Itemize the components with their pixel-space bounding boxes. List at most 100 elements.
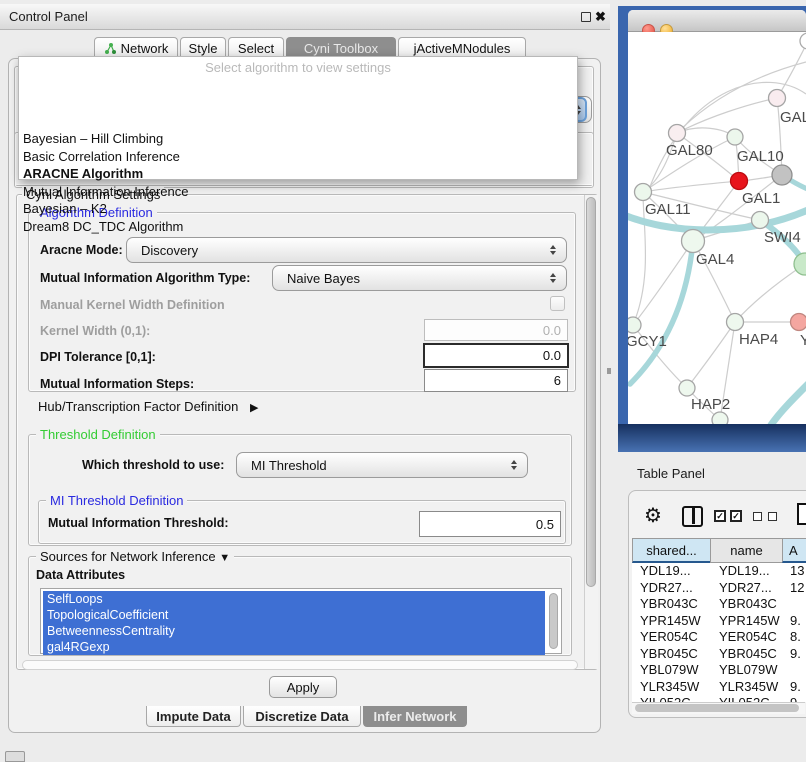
sources-title-toggle[interactable]: Sources for Network Inference ▼ xyxy=(36,549,235,564)
tab-cyni-toolbox[interactable]: Cyni Toolbox xyxy=(286,37,396,58)
control-panel-title: Control Panel xyxy=(9,9,88,24)
table-row[interactable]: YIL052CYIL052C9 xyxy=(632,695,806,702)
show-columns-icon[interactable] xyxy=(682,506,703,527)
mi-algorithm-type-label: Mutual Information Algorithm Type: xyxy=(40,271,251,285)
network-node[interactable] xyxy=(711,411,729,424)
node-label: HAP4 xyxy=(739,331,779,348)
network-node[interactable] xyxy=(678,379,696,397)
settings-scrollbar-track[interactable] xyxy=(584,195,598,669)
combo-stepper-icon xyxy=(505,460,523,470)
mi-threshold-label: Mutual Information Threshold: xyxy=(48,516,229,530)
table-row[interactable]: YBR045C YBR045C 9. xyxy=(640,645,801,661)
network-node-selected[interactable] xyxy=(729,171,749,191)
list-scrollbar-thumb[interactable] xyxy=(549,593,558,649)
kernel-width-field[interactable]: 0.0 xyxy=(424,319,568,341)
column-header-name[interactable]: name xyxy=(710,538,783,563)
dpi-tolerance-field[interactable]: 0.0 xyxy=(423,343,569,368)
deselect-all-checkbox-icon[interactable] xyxy=(753,512,762,521)
tab-impute-data[interactable]: Impute Data xyxy=(146,706,241,727)
network-node[interactable] xyxy=(793,252,806,276)
network-node[interactable] xyxy=(628,316,642,334)
node-label: GAL11 xyxy=(645,201,691,218)
table-row[interactable]: YBR043C YBR043C xyxy=(640,596,777,611)
algorithm-dropdown-popup: Select algorithm to view settings Bayesi… xyxy=(18,56,578,234)
algorithm-option-selected[interactable]: ARACNE Algorithm xyxy=(23,166,144,181)
network-node[interactable] xyxy=(799,32,806,50)
mi-algorithm-type-value: Naive Bayes xyxy=(287,270,360,286)
table-row[interactable]: YER054C YER054C 8. xyxy=(640,629,801,644)
which-threshold-value: MI Threshold xyxy=(251,457,327,473)
list-item[interactable]: BetweennessCentrality xyxy=(43,623,545,639)
tab-jactivemnodules[interactable]: jActiveMNodules xyxy=(398,37,526,58)
combo-stepper-icon xyxy=(544,245,562,255)
network-canvas[interactable]: GAL GAL80 GAL10 GAL1 GAL11 SWI4 GAL4 GCY… xyxy=(628,32,806,424)
mi-threshold-field[interactable]: 0.5 xyxy=(419,511,561,537)
node-label: GAL xyxy=(780,109,806,126)
network-frame-bottom xyxy=(618,424,806,452)
threshold-title: Threshold Definition xyxy=(36,427,160,442)
tab-style[interactable]: Style xyxy=(180,37,226,58)
table-row[interactable]: YPR145W YPR145W 9. xyxy=(640,612,801,628)
tab-infer-network[interactable]: Infer Network xyxy=(363,706,467,727)
which-threshold-combobox[interactable]: MI Threshold xyxy=(236,452,528,478)
apply-button[interactable]: Apply xyxy=(269,676,337,698)
network-node[interactable] xyxy=(767,88,787,108)
settings-scrollbar-thumb[interactable] xyxy=(586,197,596,587)
select-all-checkbox-icon[interactable]: ✓ xyxy=(730,510,742,522)
algorithm-option[interactable]: Bayesian – K2 xyxy=(23,201,107,216)
network-window-titlebar[interactable] xyxy=(628,10,806,37)
aracne-mode-combobox[interactable]: Discovery xyxy=(126,237,567,263)
select-all-checkbox-icon[interactable]: ✓ xyxy=(714,510,726,522)
aracne-mode-value: Discovery xyxy=(141,242,199,258)
tab-discretize-data[interactable]: Discretize Data xyxy=(243,706,361,727)
node-label: GCY1 xyxy=(628,333,667,350)
splitpane-handle[interactable] xyxy=(607,368,611,374)
table-row[interactable]: YBL079W YBL079W xyxy=(640,662,778,677)
column-header-shared-name[interactable]: shared... xyxy=(632,538,711,563)
combo-stepper-icon xyxy=(544,273,562,283)
network-node[interactable] xyxy=(633,182,653,202)
table-hscrollbar-thumb[interactable] xyxy=(635,704,799,712)
settings-hscrollbar[interactable] xyxy=(22,660,578,670)
minimized-panel-icon[interactable] xyxy=(5,751,25,762)
network-node[interactable] xyxy=(680,228,706,254)
manual-kernel-checkbox[interactable] xyxy=(550,296,565,311)
dpi-tolerance-label: DPI Tolerance [0,1]: xyxy=(40,350,156,364)
list-item[interactable]: gal4RGexp xyxy=(43,639,545,655)
list-item[interactable]: TopologicalCoefficient xyxy=(43,607,545,623)
algorithm-option[interactable]: Bayesian – Hill Climbing xyxy=(23,131,164,146)
close-icon[interactable]: ✖ xyxy=(595,9,606,24)
hub-definition-toggle[interactable]: Hub/Transcription Factor Definition ▶ xyxy=(38,399,259,414)
mi-steps-field[interactable]: 6 xyxy=(424,369,568,392)
node-label: HAP2 xyxy=(691,396,731,413)
tab-network[interactable]: Network xyxy=(94,37,178,58)
node-label: SWI4 xyxy=(764,229,801,246)
column-header-partial[interactable]: A xyxy=(782,538,806,563)
network-node[interactable] xyxy=(667,123,687,143)
network-node[interactable] xyxy=(771,164,793,186)
network-icon xyxy=(104,42,116,54)
table-row[interactable]: YLR345W YLR345W 9. xyxy=(640,678,801,694)
export-table-icon[interactable] xyxy=(797,503,806,525)
algorithm-option[interactable]: Dream8 DC_TDC Algorithm xyxy=(23,218,184,234)
network-node[interactable] xyxy=(725,312,745,332)
network-node[interactable] xyxy=(789,312,806,332)
deselect-all-checkbox-icon[interactable] xyxy=(768,512,777,521)
algorithm-option[interactable]: Mutual Information Inference xyxy=(23,183,189,199)
algorithm-definition-groupbox xyxy=(28,212,576,392)
algorithm-option[interactable]: Basic Correlation Inference xyxy=(23,148,180,164)
gear-icon[interactable]: ⚙ xyxy=(644,505,662,527)
network-node[interactable] xyxy=(726,128,744,146)
tab-select[interactable]: Select xyxy=(228,37,284,58)
table-panel-title: Table Panel xyxy=(637,466,705,481)
list-item[interactable]: SelfLoops xyxy=(43,591,545,607)
kernel-width-label: Kernel Width (0,1): xyxy=(40,324,151,338)
table-row[interactable]: YDR27... YDR27... 12 xyxy=(640,579,805,595)
network-node[interactable] xyxy=(750,210,770,230)
table-row[interactable]: YDL19... YDL19... 13 xyxy=(640,563,805,578)
aracne-mode-label: Aracne Mode: xyxy=(40,243,123,257)
node-label: GAL1 xyxy=(742,190,781,207)
mi-algorithm-type-combobox[interactable]: Naive Bayes xyxy=(272,265,567,291)
node-label: GAL80 xyxy=(666,142,713,159)
float-panel-icon[interactable] xyxy=(581,12,591,22)
